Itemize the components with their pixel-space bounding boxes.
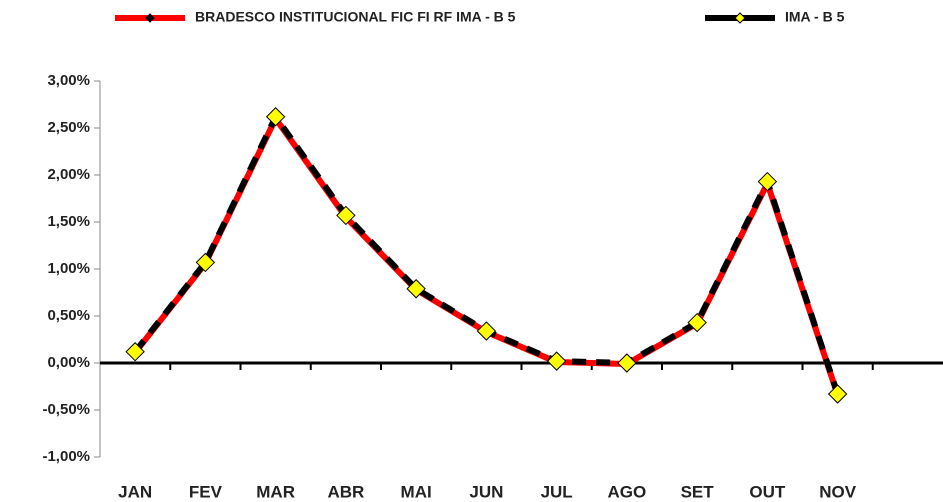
- marker: [827, 384, 848, 404]
- y-tick-label: 3,00%: [47, 72, 90, 89]
- marker: [406, 279, 426, 299]
- marker: [125, 342, 145, 362]
- x-tick-label: ABR: [327, 482, 364, 501]
- marker: [687, 312, 707, 333]
- series-line: [132, 115, 841, 396]
- marker: [336, 205, 356, 226]
- legend-marker: [734, 12, 746, 24]
- y-tick-label: 1,00%: [47, 260, 90, 277]
- x-tick-label: AGO: [608, 482, 647, 501]
- marker: [476, 321, 497, 341]
- x-tick-label: MAR: [256, 482, 295, 501]
- y-tick-label: -0,50%: [42, 401, 90, 418]
- x-tick-label: JUN: [469, 482, 503, 501]
- x-tick-label: NOV: [819, 482, 857, 501]
- legend-label: IMA - B 5: [785, 9, 845, 25]
- y-tick-label: 1,50%: [47, 213, 90, 230]
- x-tick-label: FEV: [189, 482, 223, 501]
- marker: [617, 353, 637, 373]
- x-tick-label: OUT: [749, 482, 786, 501]
- y-tick-label: 0,00%: [47, 354, 90, 371]
- y-tick-label: 2,50%: [47, 119, 90, 136]
- x-tick-label: MAI: [401, 482, 432, 501]
- legend-marker: [145, 13, 155, 23]
- marker: [265, 107, 286, 127]
- marker: [546, 351, 567, 371]
- marker: [757, 171, 778, 192]
- y-tick-label: 0,50%: [47, 307, 90, 324]
- x-tick-label: JUL: [541, 482, 573, 501]
- y-tick-label: -1,00%: [42, 448, 90, 465]
- marker: [195, 252, 216, 273]
- y-tick-label: 2,00%: [47, 166, 90, 183]
- legend-label: BRADESCO INSTITUCIONAL FIC FI RF IMA - B…: [195, 9, 516, 25]
- x-tick-label: SET: [681, 482, 715, 501]
- x-tick-label: JAN: [118, 482, 152, 501]
